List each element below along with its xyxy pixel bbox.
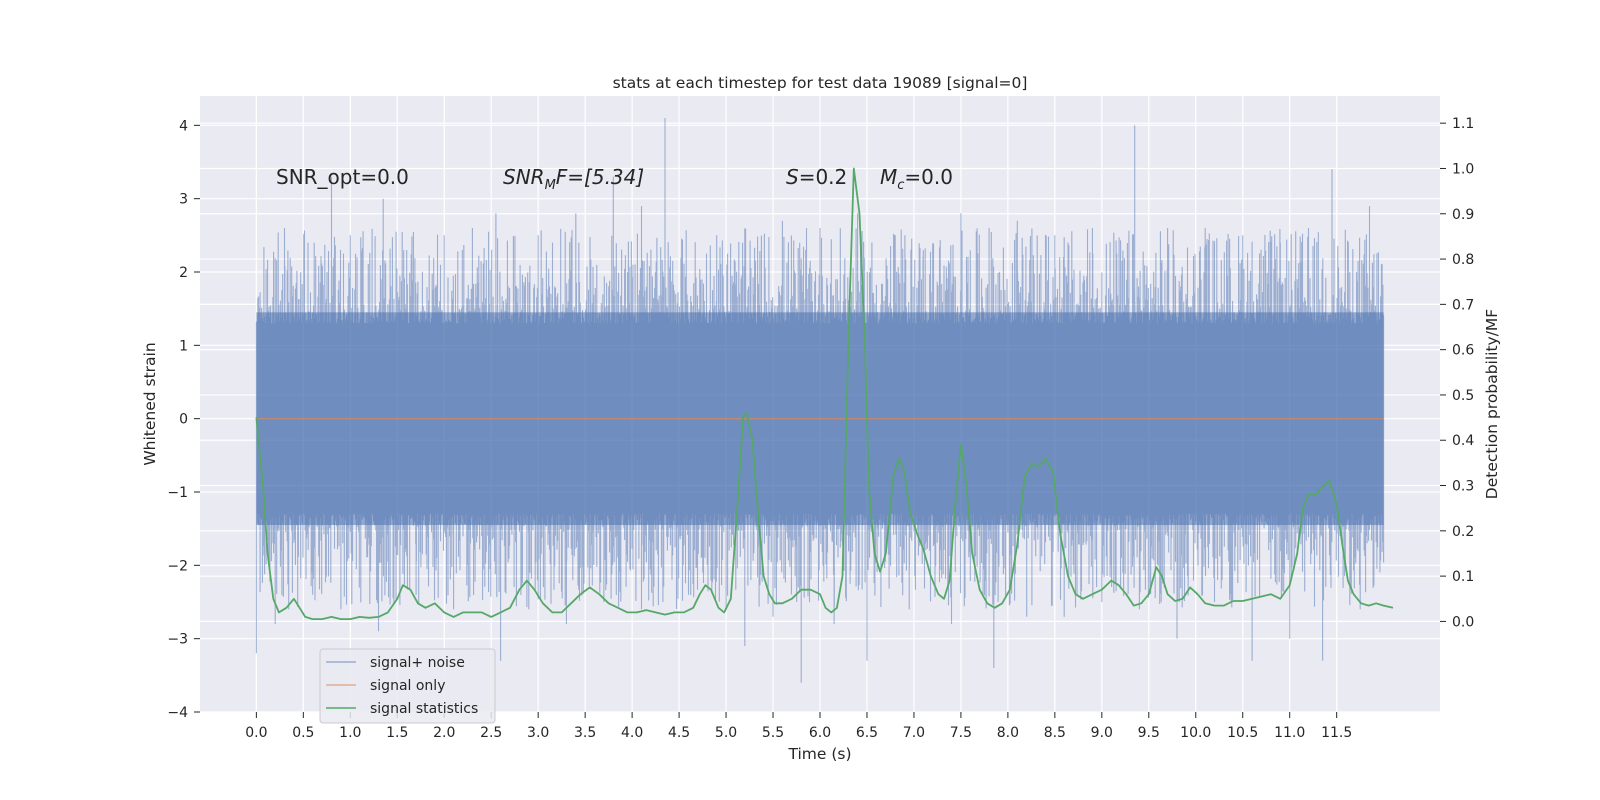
left-y-axis-ticks: 4 3 2 1 0 −1 −2 −3 −4	[167, 118, 200, 721]
annotation-s: S=0.2	[786, 165, 847, 189]
x-tick-label: 0.5	[292, 725, 314, 741]
right-y-tick-label: 0.2	[1452, 524, 1474, 540]
x-tick-label: 1.0	[339, 725, 361, 741]
x-tick-label: 5.0	[715, 725, 737, 741]
right-y-tick-label: 0.7	[1452, 297, 1474, 313]
right-y-tick-label: 0.1	[1452, 569, 1474, 585]
x-tick-label: 8.0	[997, 725, 1019, 741]
x-tick-label: 2.0	[433, 725, 455, 741]
chart-title: stats at each timestep for test data 190…	[613, 74, 1028, 92]
annotation-snr-opt: SNR_opt=0.0	[276, 165, 409, 189]
left-y-tick-label: 4	[179, 118, 188, 134]
x-tick-label: 4.0	[621, 725, 643, 741]
left-y-tick-label: −1	[167, 485, 188, 501]
left-y-tick-label: 2	[179, 265, 188, 281]
left-y-axis-label: Whitened strain	[141, 342, 159, 465]
right-y-tick-label: 0.6	[1452, 343, 1474, 359]
x-tick-label: 4.5	[668, 725, 690, 741]
x-tick-label: 10.5	[1227, 725, 1258, 741]
legend: signal+ noise signal only signal statist…	[319, 648, 496, 724]
left-y-tick-label: −3	[167, 632, 188, 648]
left-y-tick-label: 0	[179, 412, 188, 428]
left-y-tick-label: −2	[167, 558, 188, 574]
right-y-tick-label: 1.1	[1452, 116, 1474, 132]
right-y-tick-label: 0.3	[1452, 479, 1474, 495]
x-tick-label: 3.5	[574, 725, 596, 741]
x-tick-label: 9.5	[1138, 725, 1160, 741]
signal-statistics-line	[255, 167, 1394, 620]
right-y-tick-label: 0.5	[1452, 388, 1474, 404]
right-y-tick-label: 0.0	[1452, 614, 1474, 630]
x-axis-label: Time (s)	[787, 745, 851, 763]
x-tick-label: 7.0	[903, 725, 925, 741]
x-tick-label: 1.5	[386, 725, 408, 741]
x-tick-label: 9.0	[1091, 725, 1113, 741]
x-tick-label: 6.0	[809, 725, 831, 741]
x-tick-label: 11.0	[1274, 725, 1305, 741]
x-tick-label: 11.5	[1321, 725, 1352, 741]
annotation-snr-mf: SNRMF=[5.34]	[503, 165, 644, 193]
x-tick-label: 6.5	[856, 725, 878, 741]
x-tick-label: 2.5	[480, 725, 502, 741]
right-y-tick-label: 0.4	[1452, 433, 1474, 449]
left-y-tick-label: −4	[167, 705, 188, 721]
annotation-mc: Mc=0.0	[880, 165, 953, 193]
legend-label-signal-only: signal only	[370, 678, 445, 694]
right-y-tick-label: 0.8	[1452, 252, 1474, 268]
right-y-tick-label: 0.9	[1452, 207, 1474, 223]
right-y-axis-ticks: 1.1 1.0 0.9 0.8 0.7 0.6 0.5 0.4 0.3 0.2 0.1 0.0	[1440, 116, 1474, 630]
x-tick-label: 3.0	[527, 725, 549, 741]
right-y-axis-label: Detection probability/MF	[1483, 309, 1501, 500]
x-tick-label: 5.5	[762, 725, 784, 741]
legend-label-signal-statistics: signal statistics	[370, 701, 478, 717]
left-y-tick-label: 1	[179, 338, 188, 354]
legend-label-signal-noise: signal+ noise	[370, 655, 465, 671]
x-tick-label: 8.5	[1044, 725, 1066, 741]
signal-statistics-series	[255, 167, 1394, 620]
x-tick-label: 10.0	[1180, 725, 1211, 741]
x-tick-label: 7.5	[950, 725, 972, 741]
x-tick-label: 0.0	[245, 725, 267, 741]
x-axis-ticks: 0.0 0.5 1.0 1.5 2.0 2.5 3.0 3.5 4.0 4.5 5.0 5.5 6.0 6…	[245, 712, 1352, 741]
right-y-tick-label: 1.0	[1452, 161, 1474, 177]
left-y-tick-label: 3	[179, 192, 188, 208]
legend-box	[319, 648, 496, 724]
